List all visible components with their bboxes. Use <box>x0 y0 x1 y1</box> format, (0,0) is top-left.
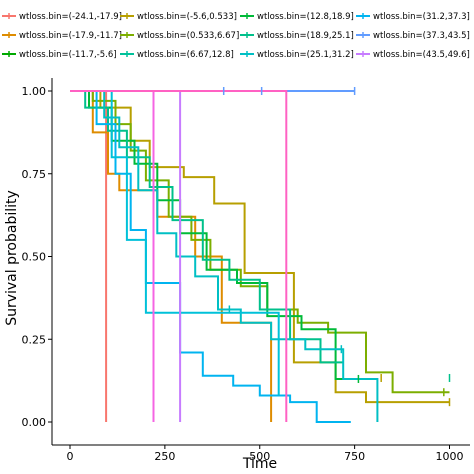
legend-item: wtloss.bin=(-24.1,-17.9] <box>2 12 122 22</box>
legend-label: wtloss.bin=(43.5,49.6] <box>373 50 470 60</box>
legend-item: wtloss.bin=(12.8,18.9] <box>240 12 354 22</box>
x-tick-label: 1000 <box>436 450 464 463</box>
legend-label: wtloss.bin=(-5.6,0.533] <box>137 12 237 22</box>
survival-curve-4 <box>70 90 363 380</box>
legend-label: wtloss.bin=(31.2,37.3] <box>373 12 470 22</box>
axes: 0 250 500 750 1000 0.00 0.25 0.50 0.75 1.00 Time… <box>4 78 470 472</box>
legend-item: wtloss.bin=(31.2,37.3] <box>356 12 470 22</box>
x-ticks: 0 250 500 750 1000 <box>67 445 464 463</box>
x-tick-label: 750 <box>344 450 365 463</box>
legend-label: wtloss.bin=(-17.9,-11.7] <box>19 31 122 41</box>
legend-label: wtloss.bin=(18.9,25.1] <box>257 31 354 41</box>
legend-label: wtloss.bin=(25.1,31.2] <box>257 50 354 60</box>
legend-item: wtloss.bin=(-11.7,-5.6] <box>2 50 117 60</box>
y-tick-label: 0.50 <box>22 251 47 264</box>
survival-curve-0 <box>70 90 108 422</box>
legend-item: wtloss.bin=(25.1,31.2] <box>240 50 354 60</box>
survival-curve-2 <box>70 90 450 404</box>
y-tick-label: 0.25 <box>22 333 47 346</box>
legend-label: wtloss.bin=(37.3,43.5] <box>373 31 470 41</box>
y-tick-label: 0.00 <box>22 416 47 429</box>
x-tick-label: 250 <box>154 450 175 463</box>
series-layer <box>70 90 450 423</box>
legend-label: wtloss.bin=(6.67,12.8] <box>137 50 234 60</box>
survival-curve-5 <box>70 90 344 364</box>
survival-curve-8 <box>70 90 280 396</box>
legend: wtloss.bin=(-24.1,-17.9] wtloss.bin=(-5.6… <box>2 12 470 60</box>
x-axis-title: Time <box>242 456 277 472</box>
legend-item: wtloss.bin=(43.5,49.6] <box>356 50 470 60</box>
legend-item: wtloss.bin=(-5.6,0.533] <box>120 12 237 22</box>
y-tick-label: 0.75 <box>22 168 47 181</box>
survival-curve-12 <box>70 90 288 422</box>
legend-label: wtloss.bin=(-11.7,-5.6] <box>19 50 117 60</box>
x-tick-label: 0 <box>67 450 74 463</box>
legend-item: wtloss.bin=(18.9,25.1] <box>240 31 354 41</box>
legend-label: wtloss.bin=(0.533,6.67] <box>137 31 239 41</box>
legend-item: wtloss.bin=(-17.9,-11.7] <box>2 31 122 41</box>
survival-curve-3 <box>70 90 450 394</box>
plot-area <box>70 87 451 423</box>
legend-label: wtloss.bin=(-24.1,-17.9] <box>19 12 122 22</box>
legend-label: wtloss.bin=(12.8,18.9] <box>257 12 354 22</box>
y-axis-title: Survival probability <box>4 190 20 326</box>
survival-curve-1 <box>70 90 273 422</box>
legend-item: wtloss.bin=(0.533,6.67] <box>120 31 239 41</box>
censor-layer <box>222 87 451 407</box>
survival-curve-7 <box>70 90 351 423</box>
y-tick-label: 1.00 <box>22 85 47 98</box>
legend-item: wtloss.bin=(6.67,12.8] <box>120 50 234 60</box>
survival-curve-6 <box>70 90 379 422</box>
y-ticks: 0.00 0.25 0.50 0.75 1.00 <box>22 85 52 429</box>
legend-item: wtloss.bin=(37.3,43.5] <box>356 31 470 41</box>
x-tick-label: 500 <box>249 450 270 463</box>
